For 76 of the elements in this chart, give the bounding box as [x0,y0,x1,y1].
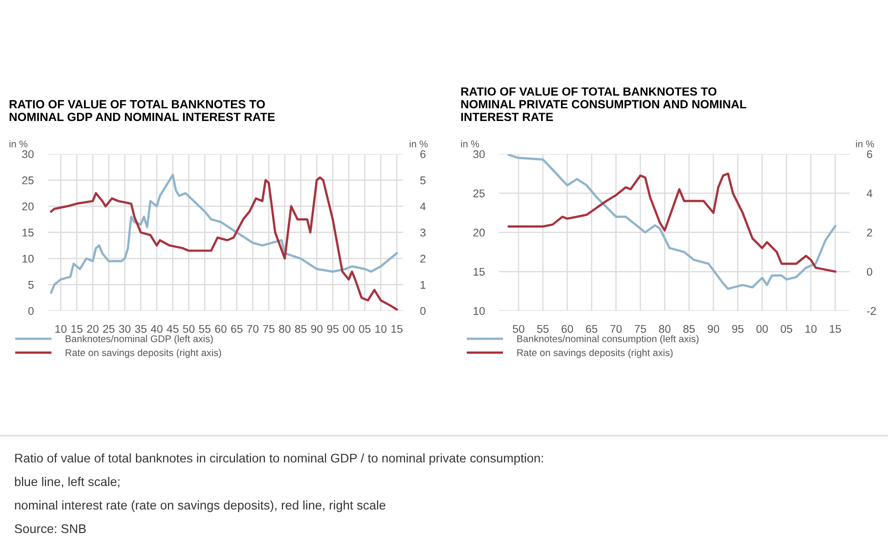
y-tick-label: 25 [22,176,34,184]
x-tick-label: 60 [562,324,574,333]
line-series [508,154,836,290]
x-tick-label: 05 [359,324,370,333]
y-tick-label: 20 [473,228,485,237]
y-tick-label: 0 [28,307,34,315]
y-tick-label: 5 [28,281,34,289]
x-tick-label: 75 [634,325,646,333]
x-tick-label: 15 [391,325,402,333]
legend-label: Banknotes/nominal GDP (left axis) [66,335,213,344]
y2-tick-label: 6 [420,150,426,158]
x-tick-label: 50 [512,324,524,333]
y-tick-label: 20 [22,202,34,210]
x-tick-label: 50 [183,324,194,333]
x-tick-label: 70 [610,324,622,333]
y2-tick-label: 4 [866,190,872,198]
x-tick-label: 70 [247,324,258,333]
source-note: Source: SNB [14,524,86,534]
x-tick-label: 40 [150,324,162,333]
y2-tick-label: 3 [420,228,426,237]
y-axis-title: in % [461,140,480,148]
chart-title: RATIO OF VALUE OF TOTAL BANKNOTES TO NOMINAL GDP AND NOMINAL INTEREST RATE [10,100,275,122]
legend-label: Rate on savings deposits (right axis) [517,348,673,358]
x-tick-label: 95 [732,324,744,333]
x-tick-label: 65 [231,324,242,333]
x-tick-label: 05 [780,324,792,333]
y-tick-label: 10 [22,254,34,263]
text: blue line, left scale; [15,476,120,488]
y-tick-label: 25 [473,189,485,198]
text: Ratio of value of total banknotes in circulation to nominal GDP / to nominal private consumption: [15,453,543,466]
x-tick-label: 75 [263,325,274,333]
y2-tick-label: 0 [866,268,872,276]
text: nominal interest rate (rate on savings deposits), red line, right scale [15,500,386,512]
y2-tick-label: 2 [420,254,426,263]
x-tick-label: 10 [806,324,817,333]
x-tick-label: 35 [134,324,146,333]
x-tick-label: 90 [311,324,322,333]
x-tick-label: 85 [683,324,695,333]
legend-label: Banknotes/nominal consumption (left axis) [517,335,699,344]
y-tick-label: 30 [22,150,34,158]
x-tick-label: 60 [215,324,226,333]
y-tick-label: 15 [474,268,485,276]
x-tick-label: 10 [375,324,386,333]
x-tick-label: 45 [166,325,178,333]
y-tick-label: 30 [473,150,485,158]
y2-tick-label: 6 [867,150,872,158]
x-tick-label: 00 [756,324,768,333]
x-tick-label: 80 [658,324,670,333]
y2-tick-label: -2 [866,307,876,315]
y2-tick-label: 5 [420,176,426,184]
y2-axis-title: in % [410,140,428,148]
x-tick-label: 00 [343,324,354,333]
x-tick-label: 55 [199,325,210,333]
y-axis-title: in % [10,140,28,148]
x-tick-label: 25 [103,324,114,333]
line-series [508,172,836,273]
y2-tick-label: 4 [420,202,426,210]
x-tick-label: 65 [586,324,598,333]
x-tick-label: 15 [71,325,82,333]
x-tick-label: 90 [708,324,720,333]
x-tick-label: 55 [537,325,549,333]
y2-tick-label: 1 [420,281,426,289]
y2-tick-label: 2 [867,228,872,236]
x-tick-label: 85 [295,324,306,333]
legend-label: Rate on savings deposits (right axis) [66,348,222,358]
chart-title: RATIO OF VALUE OF TOTAL BANKNOTES TO NOMINAL PRIVATE CONSUMPTION AND NOMINAL INTEREST RATE [461,87,746,122]
x-tick-label: 80 [279,324,290,333]
y-tick-label: 10 [474,307,485,315]
x-tick-label: 30 [118,324,130,333]
y-tick-label: 15 [22,228,34,237]
y2-tick-label: 0 [420,307,426,315]
x-tick-label: 15 [830,325,841,333]
x-tick-label: 95 [327,324,338,333]
x-tick-label: 10 [55,324,66,333]
y2-axis-title: in % [856,140,874,148]
x-tick-label: 20 [87,324,98,333]
